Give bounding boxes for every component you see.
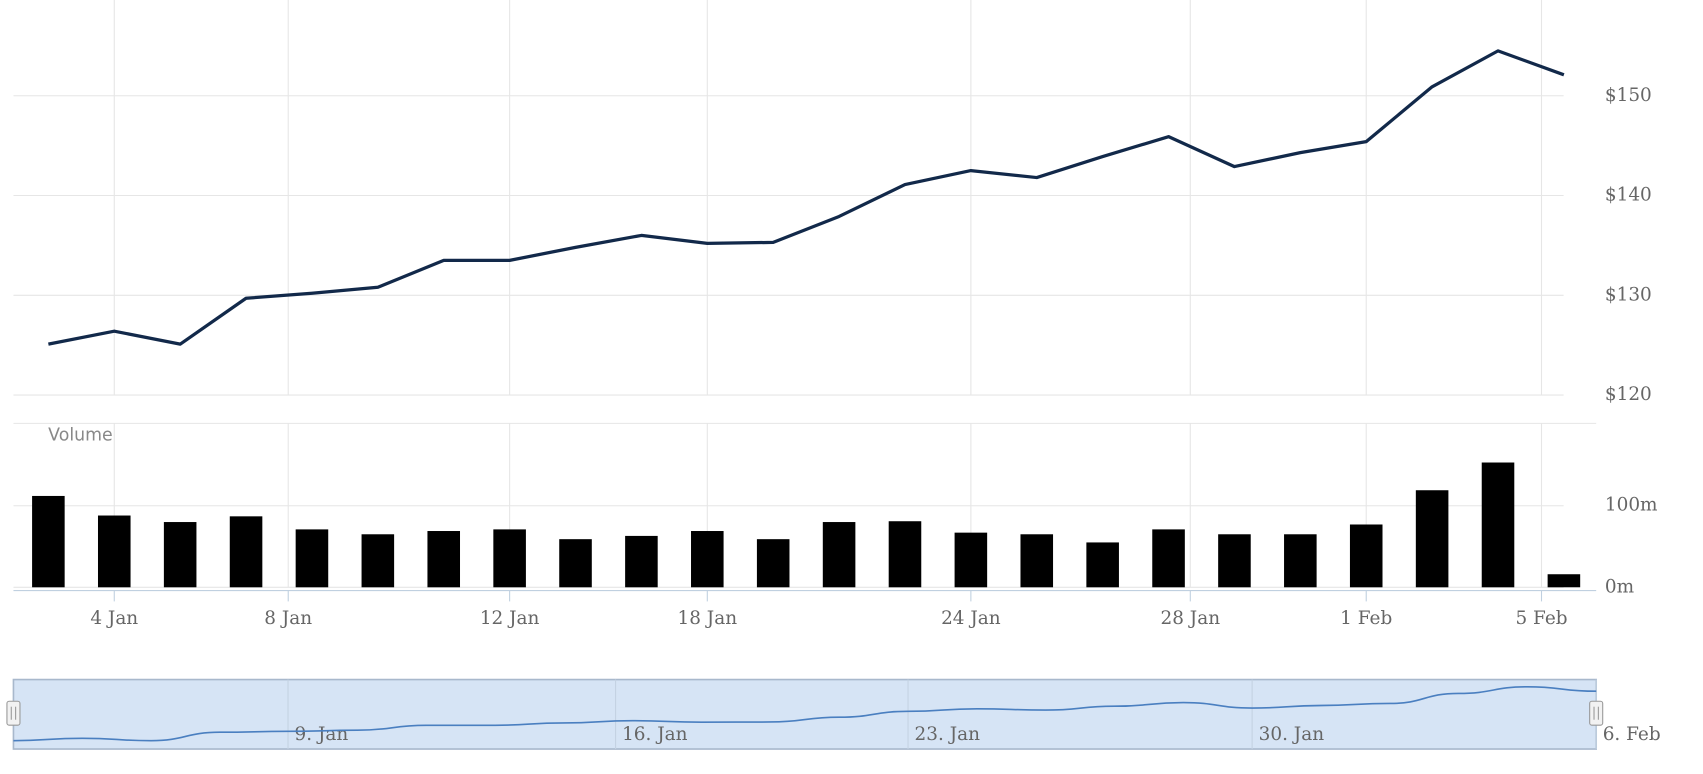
x-tick-label: 4 Jan bbox=[90, 608, 138, 629]
volume-bar bbox=[1020, 534, 1054, 588]
volume-bar bbox=[97, 515, 131, 588]
navigator-tick-label: 16. Jan bbox=[622, 724, 688, 745]
x-tick-label: 18 Jan bbox=[678, 608, 738, 629]
navigator-tick-label: 9. Jan bbox=[295, 724, 349, 745]
y-tick-label: $120 bbox=[1605, 384, 1652, 405]
navigator-handle[interactable] bbox=[6, 700, 21, 726]
volume-bar bbox=[625, 535, 658, 588]
y-tick-label: $130 bbox=[1605, 284, 1652, 305]
volume-bar bbox=[691, 531, 724, 588]
navigator-tick-label: 23. Jan bbox=[915, 724, 981, 745]
volume-bar bbox=[1547, 574, 1581, 588]
volume-bar bbox=[1218, 534, 1251, 588]
volume-bar bbox=[1152, 529, 1185, 588]
x-tick-label: 12 Jan bbox=[480, 608, 540, 629]
volume-bar bbox=[1284, 534, 1317, 588]
volume-bar bbox=[1415, 490, 1449, 588]
volume-bar bbox=[493, 529, 526, 588]
volume-bar bbox=[32, 495, 65, 588]
price-line bbox=[48, 49, 1565, 346]
volume-bar bbox=[295, 529, 329, 588]
x-tick-label: 1 Feb bbox=[1340, 608, 1392, 629]
volume-bar bbox=[954, 532, 988, 588]
y-tick-label: 100m bbox=[1605, 495, 1658, 516]
volume-bar bbox=[361, 534, 395, 588]
navigator-window bbox=[12, 678, 1598, 750]
volume-bar bbox=[822, 522, 856, 588]
x-tick-label: 8 Jan bbox=[264, 608, 312, 629]
volume-bar bbox=[427, 531, 461, 588]
x-tick-label: 5 Feb bbox=[1515, 608, 1567, 629]
y-tick-label: $150 bbox=[1605, 85, 1652, 106]
volume-bar bbox=[1349, 524, 1383, 588]
navigator-handle[interactable] bbox=[1589, 700, 1604, 726]
volume-bar bbox=[756, 539, 790, 588]
volume-bar bbox=[888, 521, 922, 588]
navigator-line bbox=[13, 686, 1597, 742]
x-tick-label: 24 Jan bbox=[941, 608, 1001, 629]
navigator-tick-label: 6. Feb bbox=[1603, 724, 1661, 745]
volume-bar bbox=[1481, 462, 1515, 588]
x-tick-label: 28 Jan bbox=[1160, 608, 1220, 629]
volume-bar bbox=[559, 539, 592, 588]
volume-bar bbox=[163, 522, 197, 588]
navigator-tick-label: 30. Jan bbox=[1259, 724, 1325, 745]
y-tick-label: 0m bbox=[1605, 576, 1634, 597]
volume-bar bbox=[229, 516, 263, 588]
volume-title: Volume bbox=[48, 425, 113, 445]
y-tick-label: $140 bbox=[1605, 185, 1652, 206]
volume-bar bbox=[1086, 542, 1119, 588]
